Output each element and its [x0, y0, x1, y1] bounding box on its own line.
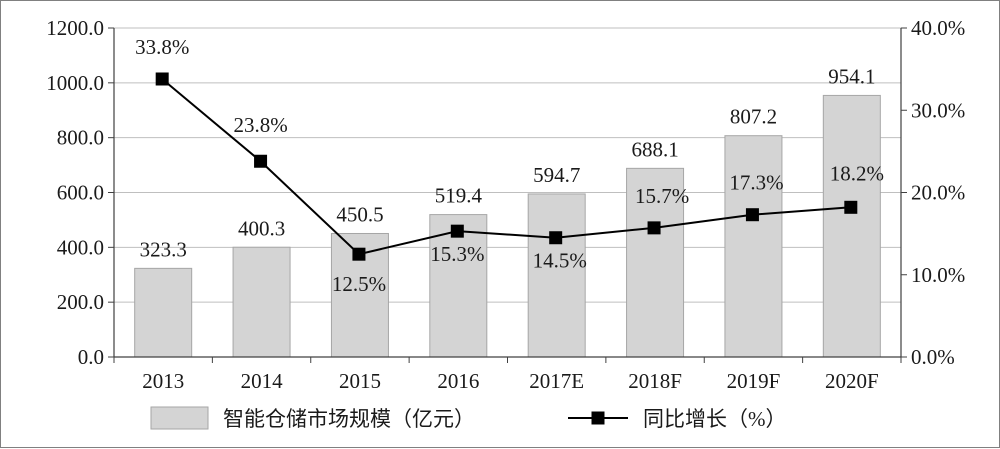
bar-data-label: 323.3 — [140, 237, 187, 261]
y-left-tick-label: 1200.0 — [46, 16, 104, 40]
bar-data-label: 954.1 — [828, 64, 875, 88]
legend-bar-label: 智能仓储市场规模（亿元） — [223, 407, 475, 431]
y-right-tick-label: 0.0% — [911, 345, 955, 369]
line-data-label: 33.8% — [135, 35, 189, 59]
legend-line-marker — [591, 411, 605, 425]
line-data-label: 18.2% — [830, 161, 884, 185]
growth-marker — [549, 231, 563, 245]
y-left-tick-label: 400.0 — [57, 235, 104, 259]
line-data-label: 15.7% — [635, 184, 689, 208]
bar — [232, 246, 291, 358]
x-tick-label: 2017E — [529, 369, 584, 393]
x-tick-label: 2018F — [628, 369, 682, 393]
y-left-tick-label: 1000.0 — [46, 71, 104, 95]
line-data-label: 17.3% — [729, 171, 783, 195]
growth-marker — [254, 154, 268, 168]
bar — [429, 214, 488, 358]
growth-line — [161, 78, 851, 256]
bar — [626, 167, 685, 358]
line-data-label: 12.5% — [332, 272, 386, 296]
bar-data-label: 519.4 — [435, 184, 483, 208]
y-left-tick-label: 600.0 — [57, 181, 104, 205]
bar-data-label: 807.2 — [730, 105, 777, 129]
bar — [134, 267, 193, 358]
y-right-tick-label: 40.0% — [911, 16, 965, 40]
bar-data-label: 594.7 — [533, 163, 580, 187]
bar-data-label: 688.1 — [631, 137, 678, 161]
y-left-tick-label: 200.0 — [57, 290, 104, 314]
growth-marker — [745, 208, 759, 222]
y-left-tick-label: 0.0 — [78, 345, 104, 369]
growth-marker — [352, 247, 366, 261]
growth-marker — [155, 72, 169, 86]
y-right-tick-label: 30.0% — [911, 98, 965, 122]
x-tick-label: 2015 — [339, 369, 381, 393]
line-data-label: 15.3% — [430, 242, 484, 266]
x-tick-label: 2019F — [727, 369, 781, 393]
bar — [724, 135, 783, 358]
y-left-tick-label: 800.0 — [57, 126, 104, 150]
bar — [822, 94, 881, 358]
y-right-tick-label: 20.0% — [911, 181, 965, 205]
x-tick-label: 2016 — [437, 369, 479, 393]
x-tick-label: 2013 — [142, 369, 184, 393]
x-tick-label: 2014 — [241, 369, 284, 393]
growth-marker — [844, 200, 858, 214]
legend-bar-swatch — [150, 406, 209, 430]
growth-marker — [647, 221, 661, 235]
line-data-label: 23.8% — [233, 113, 287, 137]
bar-data-label: 450.5 — [336, 202, 383, 226]
bar-data-label: 400.3 — [238, 216, 285, 240]
bar — [527, 193, 586, 358]
x-tick-label: 2020F — [825, 369, 879, 393]
growth-marker — [450, 224, 464, 238]
legend-line-label: 同比增长（%） — [643, 407, 787, 431]
y-right-tick-label: 10.0% — [911, 263, 965, 287]
line-data-label: 14.5% — [533, 249, 587, 273]
